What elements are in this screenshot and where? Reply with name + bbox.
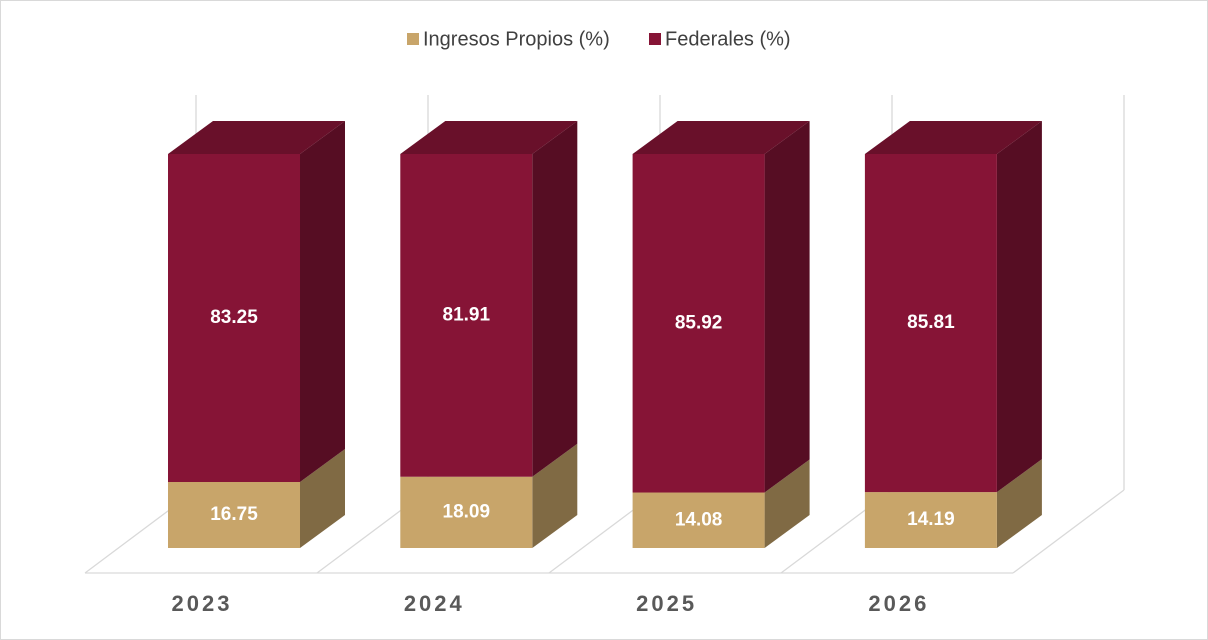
legend-label: Federales (%) xyxy=(665,28,791,50)
bar-side xyxy=(532,121,578,477)
floor-line xyxy=(1012,489,1125,574)
data-label: 14.19 xyxy=(907,509,955,530)
bar-top xyxy=(400,121,578,154)
x-tick-label: 2025 xyxy=(636,591,697,616)
data-label: 83.25 xyxy=(210,307,258,328)
bar xyxy=(400,154,533,477)
bar xyxy=(400,476,533,548)
bar xyxy=(864,492,997,548)
bar-side xyxy=(996,459,1042,548)
bar xyxy=(632,154,765,493)
x-tick-label: 2026 xyxy=(868,591,929,616)
data-label: 85.81 xyxy=(907,312,955,333)
bar-side xyxy=(300,449,345,548)
legend-label: Ingresos Propios (%) xyxy=(423,28,610,50)
bar-top xyxy=(632,121,810,154)
legend-swatch xyxy=(649,33,661,45)
bar xyxy=(864,154,997,493)
data-label: 14.08 xyxy=(675,509,723,530)
x-tick-label: 2023 xyxy=(172,591,233,616)
data-label: 18.09 xyxy=(443,501,491,522)
data-label: 16.75 xyxy=(210,504,258,525)
bar-top xyxy=(168,121,345,154)
data-label: 81.91 xyxy=(443,304,491,325)
data-label: 85.92 xyxy=(675,312,723,333)
bar-side xyxy=(996,121,1042,493)
bar-side xyxy=(764,121,810,493)
bar-top xyxy=(864,121,1042,154)
bar-side xyxy=(532,443,578,548)
bar-side xyxy=(764,459,810,548)
bar xyxy=(168,154,300,483)
x-tick-label: 2024 xyxy=(404,591,465,616)
legend-swatch xyxy=(407,33,419,45)
bar xyxy=(632,492,765,548)
bar-side xyxy=(300,121,345,483)
bar xyxy=(168,482,300,548)
